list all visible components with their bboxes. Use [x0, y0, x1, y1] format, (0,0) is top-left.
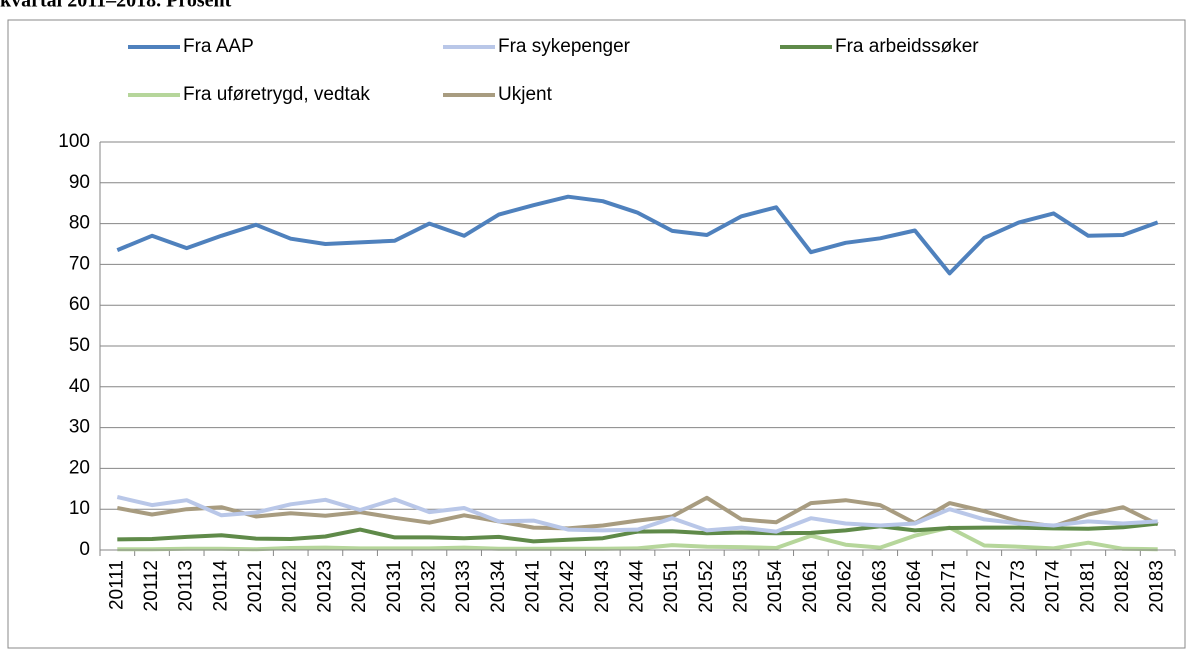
chart-title: kvartal 2011–2018. Prosent: [0, 0, 232, 12]
x-tick-label: 20113: [176, 560, 197, 611]
y-tick-label: 10: [69, 498, 90, 519]
x-tick-label: 20161: [800, 560, 821, 613]
legend-label: Fra arbeidssøker: [835, 36, 979, 57]
x-tick-label: 20122: [280, 560, 301, 613]
x-tick-label: 20132: [418, 560, 439, 613]
series-line: [117, 521, 1158, 544]
y-tick-label: 50: [69, 335, 90, 356]
x-tick-label: 20163: [869, 560, 890, 613]
series-line: [117, 525, 1158, 552]
x-tick-label: 20134: [488, 560, 509, 613]
x-tick-label: 20181: [1077, 560, 1098, 613]
chart-frame: [7, 19, 1186, 649]
legend-label: Fra AAP: [183, 36, 254, 57]
series-line: [116, 495, 1158, 534]
x-tick-label: 20142: [557, 560, 578, 613]
x-tick-label: 20144: [627, 560, 648, 613]
x-tick-label: 20112: [141, 560, 162, 611]
series-line: [116, 194, 1159, 276]
x-tick-label: 20153: [731, 560, 752, 613]
x-tick-label: 20131: [384, 560, 405, 613]
y-tick-label: 30: [69, 417, 90, 438]
x-tick-label: 20183: [1147, 560, 1168, 613]
y-tick-label: 100: [58, 131, 90, 152]
legend-label: Fra sykepenger: [498, 36, 631, 57]
y-tick-label: 80: [69, 213, 90, 234]
x-tick-label: 20114: [210, 560, 231, 612]
x-tick-label: 20133: [453, 560, 474, 613]
y-tick-label: 0: [79, 539, 90, 560]
legend-label: Fra uføretrygd, vedtak: [183, 84, 370, 105]
y-tick-label: 90: [69, 172, 90, 193]
x-tick-label: 20171: [939, 560, 960, 613]
x-tick-label: 20143: [592, 560, 613, 613]
x-tick-label: 20111: [106, 560, 127, 610]
series-line: [116, 495, 1159, 531]
x-tick-label: 20141: [522, 560, 543, 613]
x-tick-label: 20174: [1043, 560, 1064, 613]
x-tick-label: 20151: [661, 560, 682, 613]
legend-label: Ukjent: [498, 84, 553, 105]
x-tick-label: 20121: [245, 560, 266, 613]
y-tick-label: 60: [69, 294, 90, 315]
x-tick-label: 20154: [765, 560, 786, 613]
y-tick-label: 40: [69, 376, 90, 397]
y-tick-label: 70: [69, 253, 90, 274]
x-tick-label: 20164: [904, 560, 925, 613]
x-tick-label: 20124: [349, 560, 370, 613]
x-tick-label: 20172: [973, 560, 994, 613]
x-tick-label: 20152: [696, 560, 717, 613]
x-tick-label: 20162: [835, 560, 856, 613]
x-tick-label: 20173: [1008, 560, 1029, 613]
y-tick-label: 20: [69, 457, 90, 478]
x-tick-label: 20182: [1112, 560, 1133, 613]
x-tick-label: 20123: [314, 560, 335, 613]
